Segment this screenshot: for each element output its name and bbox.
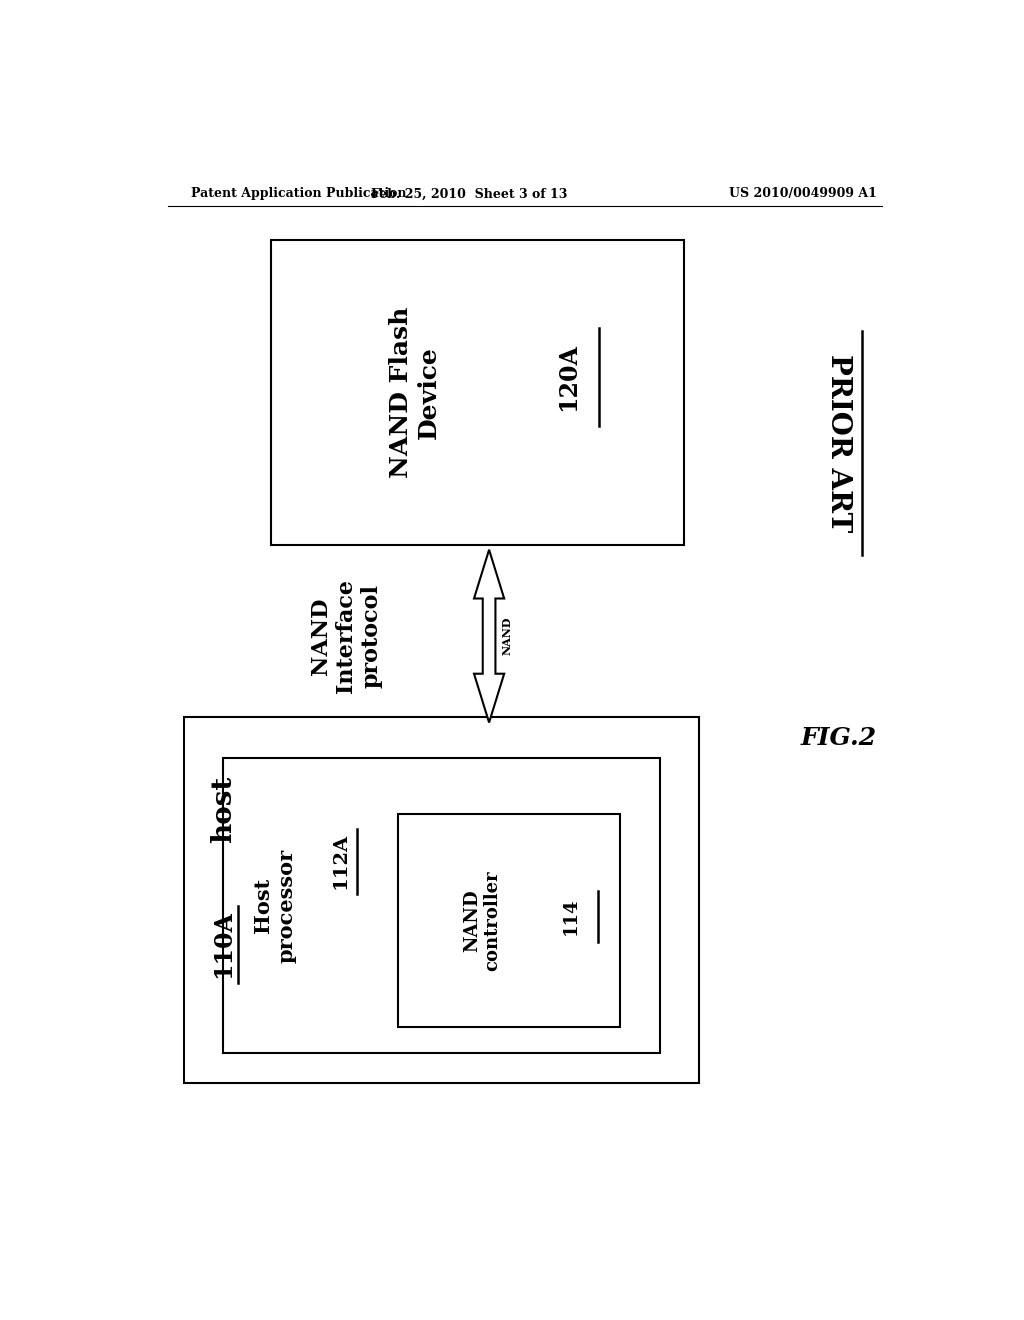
Text: FIG.2: FIG.2 (800, 726, 877, 750)
Text: NAND
controller: NAND controller (463, 870, 502, 972)
Text: PRIOR ART: PRIOR ART (824, 354, 852, 532)
Text: Host
processor: Host processor (253, 849, 296, 962)
Text: US 2010/0049909 A1: US 2010/0049909 A1 (729, 187, 877, 201)
Polygon shape (474, 549, 504, 722)
Text: NAND: NAND (502, 616, 513, 655)
FancyBboxPatch shape (270, 240, 684, 545)
Text: 112A: 112A (332, 833, 349, 890)
Text: Feb. 25, 2010  Sheet 3 of 13: Feb. 25, 2010 Sheet 3 of 13 (371, 187, 567, 201)
Text: Patent Application Publication: Patent Application Publication (191, 187, 407, 201)
Text: host: host (210, 775, 237, 842)
FancyBboxPatch shape (223, 758, 659, 1053)
Text: NAND
Interface
protocol: NAND Interface protocol (310, 579, 383, 693)
Text: 114: 114 (562, 898, 581, 935)
Text: NAND Flash
Device: NAND Flash Device (389, 306, 441, 478)
Text: 110A: 110A (211, 911, 236, 978)
Text: 120A: 120A (556, 343, 580, 411)
FancyBboxPatch shape (397, 814, 621, 1027)
FancyBboxPatch shape (183, 718, 699, 1084)
